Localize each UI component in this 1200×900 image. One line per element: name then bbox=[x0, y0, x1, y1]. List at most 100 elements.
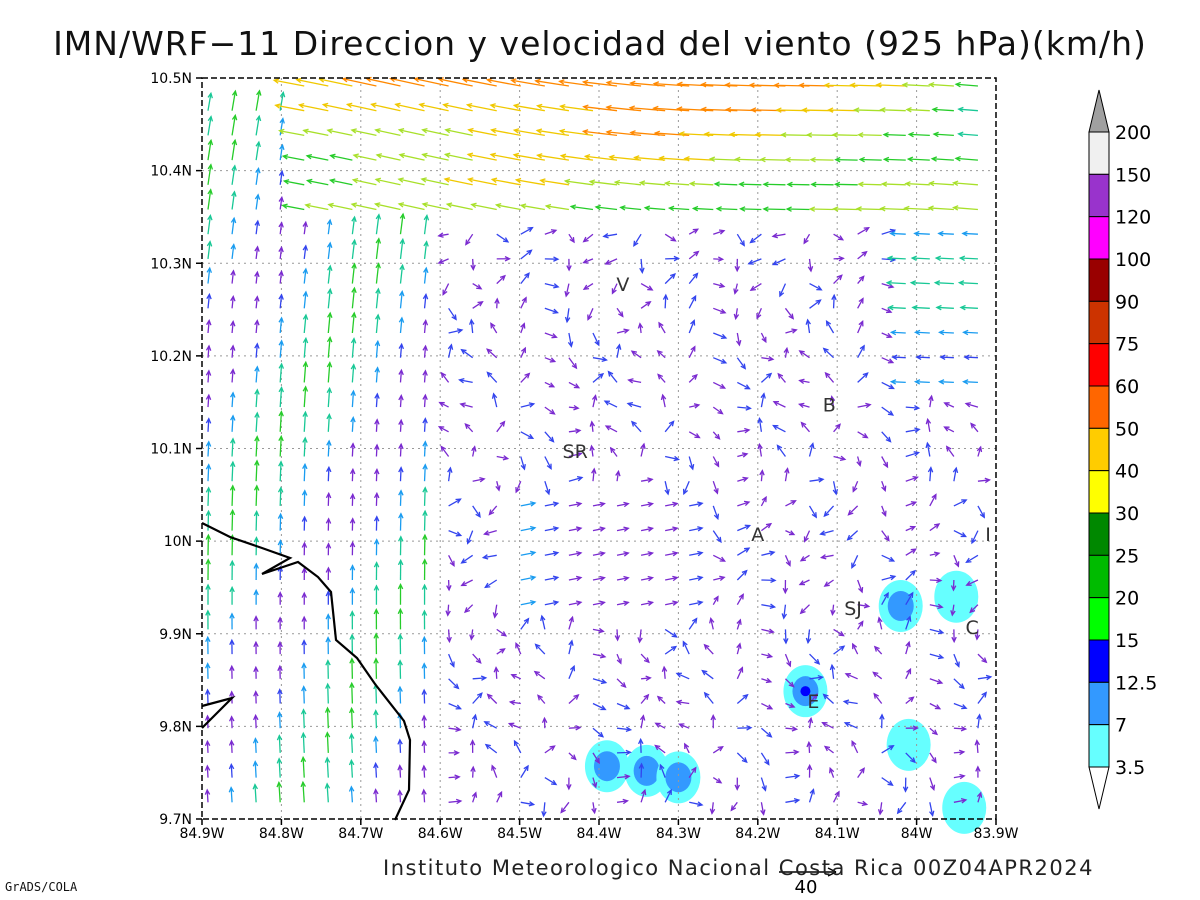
wind-vector bbox=[881, 554, 896, 562]
wind-vector-head bbox=[253, 615, 259, 622]
wind-vector bbox=[970, 422, 979, 433]
wind-vector bbox=[471, 445, 477, 457]
wind-vector-head bbox=[373, 657, 379, 664]
wind-vector-head bbox=[678, 723, 685, 729]
wind-vector-shaft bbox=[583, 130, 618, 137]
wind-vector-shaft bbox=[585, 155, 618, 161]
wind-vector-head bbox=[205, 533, 212, 540]
wind-vector-head bbox=[398, 466, 404, 473]
wind-vector-shaft bbox=[710, 158, 738, 161]
wind-vector-head bbox=[669, 272, 676, 279]
wind-vector-shaft bbox=[423, 370, 427, 383]
wind-vector bbox=[302, 360, 309, 383]
wind-vector-head bbox=[526, 249, 533, 256]
wind-vector bbox=[736, 233, 745, 247]
wind-vector bbox=[302, 336, 309, 358]
wind-vector-shaft bbox=[760, 470, 764, 482]
wind-vector-shaft bbox=[777, 373, 786, 383]
wind-vector bbox=[520, 226, 534, 235]
wind-vector bbox=[471, 791, 478, 803]
wind-vector bbox=[937, 379, 954, 385]
wind-vector-shaft bbox=[688, 295, 697, 309]
wind-vector-head bbox=[925, 441, 931, 449]
wind-vector bbox=[568, 615, 574, 630]
wind-vector-head bbox=[957, 106, 964, 113]
wind-vector-head bbox=[962, 329, 969, 336]
wind-vector bbox=[929, 551, 941, 557]
wind-vector-head bbox=[489, 103, 496, 109]
wind-vector-head bbox=[488, 509, 495, 516]
wind-vector-shaft bbox=[496, 791, 503, 803]
wind-vector bbox=[688, 294, 697, 309]
wind-vector-shaft bbox=[540, 179, 570, 186]
wind-vector bbox=[664, 420, 675, 433]
wind-vector bbox=[784, 307, 795, 320]
wind-vector-shaft bbox=[713, 576, 725, 581]
wind-vector-head bbox=[300, 708, 307, 715]
wind-vector bbox=[520, 249, 533, 260]
wind-vector bbox=[799, 604, 810, 615]
wind-vector bbox=[544, 256, 560, 262]
wind-vector-shaft bbox=[568, 357, 577, 369]
wind-vector bbox=[583, 154, 618, 161]
wind-vector-head bbox=[277, 539, 284, 546]
wind-vector-shaft bbox=[929, 467, 932, 482]
wind-vector-head bbox=[902, 786, 909, 793]
wind-vector-head bbox=[936, 678, 944, 685]
wind-vector-head bbox=[643, 693, 650, 700]
wind-vector-shaft bbox=[279, 340, 283, 358]
coastline-peninsula bbox=[201, 695, 236, 729]
wind-vector bbox=[805, 629, 812, 645]
wind-vector bbox=[510, 673, 522, 680]
wind-vector-head bbox=[931, 729, 939, 736]
wind-vector bbox=[520, 525, 537, 532]
wind-vector-shaft bbox=[279, 171, 283, 185]
wind-vector-shaft bbox=[515, 643, 522, 655]
wind-vector bbox=[568, 600, 583, 606]
wind-vector bbox=[780, 132, 810, 138]
x-tick-label: 84.5W bbox=[497, 826, 542, 842]
wind-vector-shaft bbox=[447, 344, 453, 358]
wind-vector-shaft bbox=[207, 93, 212, 111]
wind-vector bbox=[520, 296, 527, 309]
wind-vector-head bbox=[455, 498, 462, 504]
wind-vector-shaft bbox=[881, 258, 895, 261]
wind-vector-head bbox=[550, 779, 558, 786]
wind-vector-head bbox=[495, 485, 501, 492]
wind-vector-shaft bbox=[717, 208, 738, 211]
wind-vector-shaft bbox=[905, 642, 910, 655]
wind-vector-head bbox=[277, 591, 283, 598]
wind-vector bbox=[514, 177, 545, 186]
wind-vector-head bbox=[615, 469, 621, 477]
wind-vector bbox=[206, 266, 212, 284]
wind-vector-shaft bbox=[799, 350, 810, 359]
wind-vector bbox=[616, 726, 633, 733]
wind-vector bbox=[808, 442, 815, 457]
wind-vector-shaft bbox=[616, 471, 620, 482]
wind-vector-head bbox=[738, 181, 745, 188]
wind-vector-head bbox=[558, 79, 565, 85]
wind-vector-shaft bbox=[946, 446, 955, 457]
wind-vector-head bbox=[742, 476, 749, 482]
wind-vector bbox=[350, 442, 356, 457]
wind-vector-head bbox=[278, 339, 285, 346]
wind-vector bbox=[229, 638, 235, 655]
wind-vector-shaft bbox=[544, 332, 557, 338]
wind-vector-head bbox=[230, 216, 237, 224]
wind-vector bbox=[301, 566, 308, 581]
wind-vector-shaft bbox=[231, 296, 234, 309]
wind-vector-shaft bbox=[878, 617, 883, 630]
wind-vector-head bbox=[348, 785, 355, 792]
wind-vector-head bbox=[205, 463, 212, 470]
wind-vector-shaft bbox=[375, 178, 401, 186]
wind-vector bbox=[857, 800, 869, 807]
wind-vector bbox=[486, 693, 498, 704]
colorbar-top-triangle bbox=[1088, 89, 1110, 133]
wind-vector-head bbox=[965, 557, 972, 564]
wind-vector bbox=[305, 178, 329, 186]
wind-vector-head bbox=[808, 206, 816, 212]
wind-vector bbox=[489, 152, 521, 161]
wind-vector-shaft bbox=[944, 402, 955, 408]
wind-vector bbox=[691, 205, 714, 212]
wind-vector-shaft bbox=[785, 702, 795, 708]
